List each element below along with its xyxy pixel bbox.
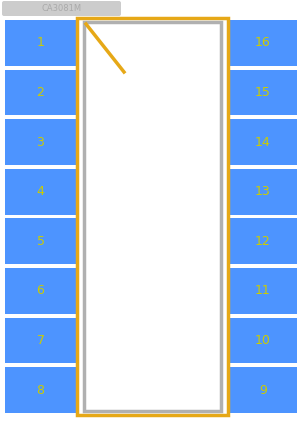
Bar xyxy=(229,169,297,215)
Text: 1: 1 xyxy=(37,36,44,49)
Bar xyxy=(5,169,76,215)
Text: CA3081M: CA3081M xyxy=(41,4,82,13)
Text: 12: 12 xyxy=(255,235,271,248)
Bar xyxy=(229,268,297,314)
Bar xyxy=(229,70,297,115)
Text: 14: 14 xyxy=(255,136,271,149)
Text: 2: 2 xyxy=(37,86,44,99)
Text: 11: 11 xyxy=(255,284,271,297)
Bar xyxy=(5,268,76,314)
Text: 7: 7 xyxy=(37,334,44,347)
Bar xyxy=(229,218,297,264)
Text: 16: 16 xyxy=(255,36,271,49)
Bar xyxy=(5,119,76,165)
Text: 4: 4 xyxy=(37,185,44,198)
Bar xyxy=(5,367,76,413)
Bar xyxy=(77,18,228,415)
Bar xyxy=(229,119,297,165)
Bar xyxy=(5,218,76,264)
Bar xyxy=(5,318,76,363)
Bar xyxy=(229,20,297,65)
Text: 9: 9 xyxy=(259,384,267,397)
Bar xyxy=(5,20,76,65)
Text: 3: 3 xyxy=(37,136,44,149)
Bar xyxy=(5,70,76,115)
Text: 5: 5 xyxy=(37,235,44,248)
Bar xyxy=(229,318,297,363)
Text: 10: 10 xyxy=(255,334,271,347)
Text: 6: 6 xyxy=(37,284,44,297)
Bar xyxy=(84,22,221,411)
Bar xyxy=(229,367,297,413)
Text: 13: 13 xyxy=(255,185,271,198)
Text: 15: 15 xyxy=(255,86,271,99)
Text: 8: 8 xyxy=(37,384,44,397)
FancyBboxPatch shape xyxy=(2,1,121,16)
